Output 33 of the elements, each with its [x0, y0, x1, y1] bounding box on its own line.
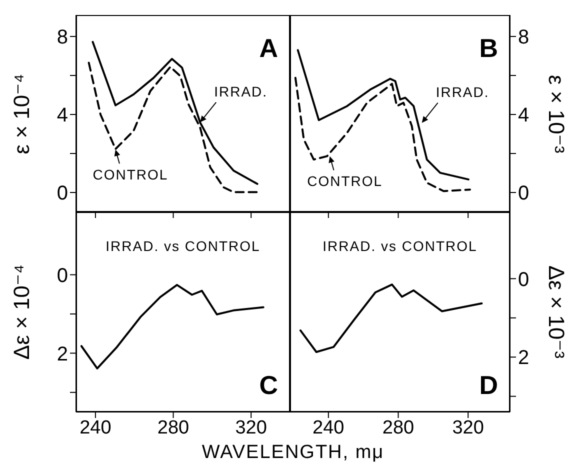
y-axis-title: ε × 10⁻³	[543, 74, 569, 153]
annotation: C	[259, 370, 278, 401]
y-axis-title: ε × 10⁻⁴	[9, 73, 35, 154]
y-tick-label: 0	[518, 268, 530, 291]
x-tick-label: 240	[312, 417, 344, 438]
x-axis-title: WAVELENGTH, mμ	[200, 442, 386, 464]
y-tick-label: 0	[518, 182, 530, 205]
annotation: CONTROL	[307, 173, 383, 190]
annotation: B	[479, 33, 498, 64]
annotation: IRRAD.	[436, 84, 490, 100]
line-series	[299, 284, 483, 353]
annotation: D	[479, 370, 498, 401]
x-tick-label: 240	[80, 417, 112, 438]
y-tick-label: 2	[518, 347, 530, 370]
annotation: IRRAD. vs CONTROL	[322, 238, 478, 254]
y-tick-label: 0	[56, 264, 68, 287]
annotation: A	[259, 33, 278, 64]
y-axis-title: Δε × 10⁻⁴	[9, 264, 35, 360]
annotation: CONTROL	[92, 166, 168, 183]
annotation: IRRAD. vs CONTROL	[104, 238, 262, 254]
y-axis-title: Δε × 10⁻³	[543, 266, 569, 358]
x-tick-label: 280	[157, 417, 190, 438]
x-tick-label: 320	[452, 417, 484, 438]
y-tick-label: 0	[56, 182, 68, 205]
x-tick-label: 280	[382, 417, 414, 438]
x-tick-label: 320	[235, 417, 267, 438]
annotation: IRRAD.	[214, 83, 268, 100]
y-tick-label: 4	[518, 104, 530, 127]
y-tick-label: 2	[56, 343, 68, 366]
y-tick-label: 8	[518, 26, 530, 49]
y-tick-label: 8	[56, 26, 68, 49]
y-tick-label: 4	[56, 104, 68, 127]
line-series	[80, 284, 264, 370]
